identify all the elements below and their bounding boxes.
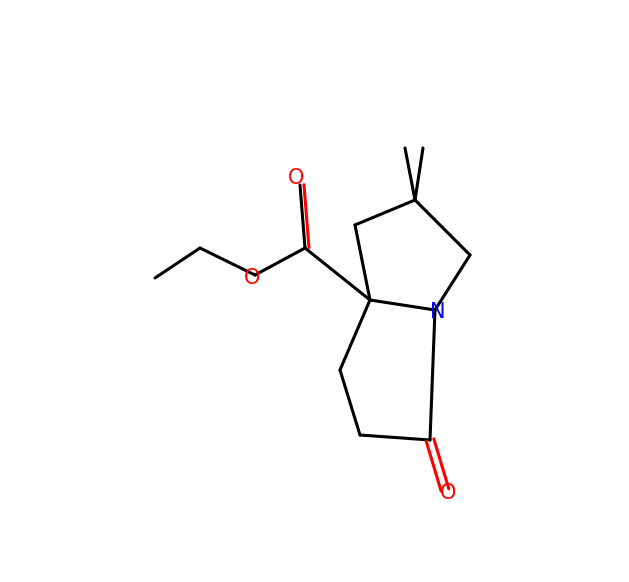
Text: N: N [430, 302, 446, 322]
Text: O: O [244, 268, 260, 288]
Text: O: O [288, 168, 304, 188]
Text: O: O [440, 483, 456, 503]
